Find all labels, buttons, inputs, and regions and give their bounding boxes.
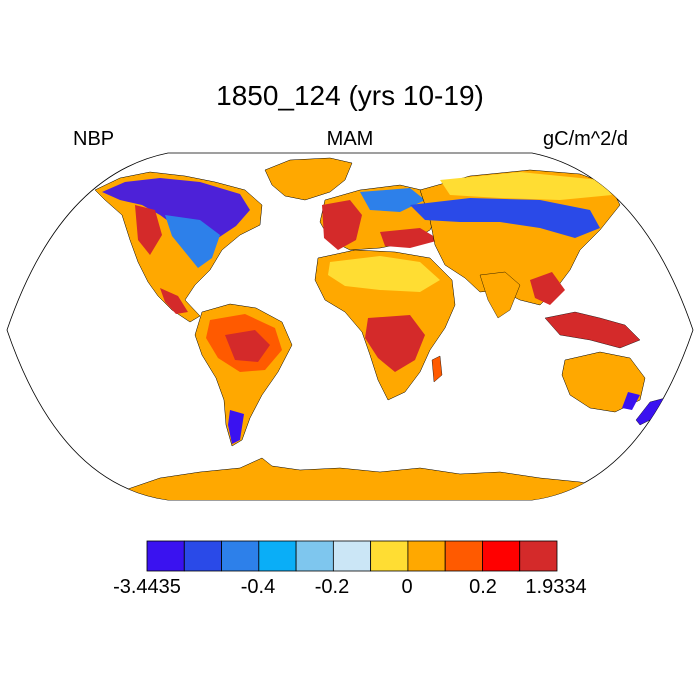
colorbar-tick-label: 1.9334	[525, 576, 587, 598]
colorbar-swatch	[370, 540, 409, 572]
colorbar	[146, 540, 558, 572]
se-asia	[530, 272, 565, 305]
colorbar-swatch	[332, 540, 372, 572]
colorbar-tick-label: -0.4	[240, 576, 276, 598]
europe-north	[360, 188, 425, 212]
siberia-band	[410, 198, 600, 238]
new-zealand	[635, 397, 666, 426]
colorbar-swatch	[444, 540, 483, 572]
colorbar-swatch	[519, 540, 558, 572]
colorbar-swatch	[482, 540, 521, 572]
north-america-east	[165, 215, 220, 268]
central-africa	[365, 315, 425, 372]
colorbar-tick-label: 0.2	[469, 576, 497, 598]
mexico	[160, 288, 188, 314]
season-label: MAM	[326, 128, 374, 150]
madagascar	[431, 355, 443, 383]
colorbar-swatch	[407, 540, 446, 572]
australia-east	[622, 392, 640, 410]
north-america-west	[135, 205, 162, 255]
europe-west	[322, 200, 362, 250]
south-america-south	[228, 410, 244, 444]
mediterranean-belt	[380, 228, 440, 248]
sahara	[328, 256, 440, 292]
map-title: 1850_124 (yrs 10-19)	[216, 80, 484, 111]
colorbar-swatch	[183, 540, 222, 572]
greenland	[264, 157, 353, 201]
variable-label: NBP	[73, 128, 115, 150]
maritime-continent	[544, 311, 641, 349]
colorbar-swatch	[295, 540, 334, 572]
north-america-boreal	[102, 178, 250, 240]
colorbar-swatch	[221, 540, 260, 572]
amazon-core	[225, 330, 270, 362]
colorbar-swatch	[146, 540, 185, 572]
colorbar-swatch	[258, 540, 297, 572]
india	[479, 271, 521, 319]
colorbar-tick-label: 0	[401, 576, 413, 598]
siberia	[440, 172, 612, 200]
colorbar-tick-label: -3.4435	[113, 576, 181, 598]
colorbar-tick-label: -0.2	[314, 576, 350, 598]
units-label: gC/m^2/d	[543, 128, 628, 150]
